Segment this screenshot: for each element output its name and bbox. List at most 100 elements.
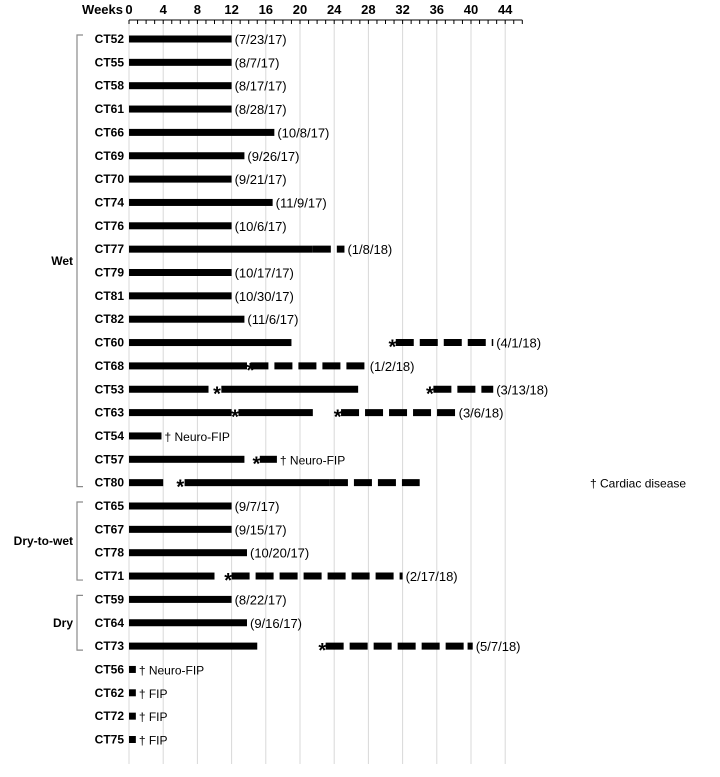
end-date-label: (3/6/18) <box>459 406 504 421</box>
x-axis: Weeks 0 4 8 12 16 20 24 28 32 36 40 44 <box>82 2 523 24</box>
row-ct70: CT70 (9/21/17) <box>95 172 287 187</box>
solid-bar-segment <box>129 689 136 697</box>
end-date-label: (5/7/18) <box>476 639 521 654</box>
asterisk-marker: * <box>252 453 260 475</box>
row-label: CT71 <box>95 569 125 583</box>
solid-bar-segment <box>129 572 215 580</box>
solid-bar-segment <box>129 339 292 347</box>
end-date-label: (9/26/17) <box>247 149 299 164</box>
solid-bar-segment <box>129 105 232 113</box>
outcome-label: † FIP <box>139 710 168 724</box>
row-ct72: CT72 † FIP <box>95 709 168 724</box>
row-label: CT82 <box>95 312 125 326</box>
row-label: CT65 <box>95 499 125 513</box>
x-tick-label-36: 36 <box>430 2 444 17</box>
group-bracket-wet <box>76 34 83 488</box>
asterisk-marker: * <box>247 360 255 382</box>
row-label: CT60 <box>95 336 125 350</box>
solid-bar-segment <box>129 665 136 673</box>
row-ct60: CT60 * (4/1/18) <box>95 336 541 359</box>
row-ct81: CT81 (10/30/17) <box>95 289 294 304</box>
row-label: CT76 <box>95 219 125 233</box>
solid-bar-segment <box>129 222 232 230</box>
group-label-wet: Wet <box>51 254 73 268</box>
asterisk-marker: * <box>388 337 396 359</box>
row-label: CT80 <box>95 476 125 490</box>
outcome-label: † FIP <box>139 734 168 748</box>
row-ct74: CT74 (11/9/17) <box>95 195 327 210</box>
end-date-label: (8/17/17) <box>235 79 287 94</box>
solid-bar-segment <box>129 269 232 276</box>
end-date-label: (10/30/17) <box>235 289 294 304</box>
outcome-label: † Neuro-FIP <box>139 663 204 677</box>
solid-bar-segment <box>129 58 232 66</box>
row-label: CT67 <box>95 522 125 536</box>
row-ct66: CT66 (10/8/17) <box>95 125 330 140</box>
row-label: CT79 <box>95 266 125 280</box>
solid-bar-segment <box>129 736 136 743</box>
row-label: CT68 <box>95 359 125 373</box>
row-label: CT58 <box>95 79 125 93</box>
solid-bar-segment <box>129 549 247 557</box>
row-ct78: CT78 (10/20/17) <box>95 546 310 561</box>
solid-bar-segment <box>129 198 273 206</box>
row-label: CT64 <box>95 616 125 630</box>
solid-bar-segment <box>238 409 313 417</box>
row-label: CT70 <box>95 172 125 186</box>
row-ct71: CT71 * (2/17/18) <box>95 569 458 592</box>
end-date-label: (7/23/17) <box>235 32 287 47</box>
row-ct61: CT61 (8/28/17) <box>95 102 287 117</box>
outcome-label: † Neuro-FIP <box>280 453 345 467</box>
row-ct82: CT82 (11/6/17) <box>95 312 299 327</box>
asterisk-marker: * <box>224 570 232 592</box>
row-label: CT57 <box>95 452 125 466</box>
solid-bar-segment <box>129 315 245 323</box>
end-date-label: (9/15/17) <box>235 522 287 537</box>
end-date-label: (1/8/18) <box>347 242 392 257</box>
row-ct76: CT76 (10/6/17) <box>95 219 287 234</box>
row-label: CT56 <box>95 662 125 676</box>
row-ct55: CT55 (8/7/17) <box>95 55 280 70</box>
asterisk-marker: * <box>426 383 434 405</box>
row-ct73: CT73 * (5/7/18) <box>95 639 521 662</box>
row-ct79: CT79 (10/17/17) <box>95 266 294 281</box>
end-date-label: (10/17/17) <box>235 266 294 281</box>
x-tick-label-24: 24 <box>327 2 342 17</box>
row-ct65: CT65 (9/7/17) <box>95 499 280 514</box>
asterisk-marker: * <box>231 407 239 429</box>
end-date-label: (1/2/18) <box>370 359 415 374</box>
outcome-label: † Neuro-FIP <box>164 430 229 444</box>
end-date-label: (9/7/17) <box>235 499 280 514</box>
solid-bar-segment <box>129 292 232 300</box>
solid-bar-segment <box>129 525 232 533</box>
end-date-label: (8/28/17) <box>235 102 287 117</box>
end-date-label: (8/7/17) <box>235 55 280 70</box>
group-brackets: Wet Dry-to-wet Dry <box>14 34 83 651</box>
outcome-label: † FIP <box>139 687 168 701</box>
row-label: CT59 <box>95 592 125 606</box>
row-ct52: CT52 (7/23/17) <box>95 32 287 47</box>
row-label: CT69 <box>95 149 125 163</box>
row-label: CT62 <box>95 686 125 700</box>
solid-bar-segment <box>129 409 232 417</box>
row-label: CT77 <box>95 242 125 256</box>
x-tick-label-44: 44 <box>498 2 513 17</box>
row-ct67: CT67 (9/15/17) <box>95 522 287 537</box>
x-tick-label-16: 16 <box>259 2 273 17</box>
group-label-dry: Dry <box>53 616 73 630</box>
end-date-label: (4/1/18) <box>496 336 541 351</box>
solid-bar-segment <box>259 455 277 463</box>
row-label: CT63 <box>95 406 125 420</box>
row-ct58: CT58 (8/17/17) <box>95 79 287 94</box>
row-ct80: CT80 * † Cardiac disease <box>95 476 687 499</box>
asterisk-marker: * <box>334 407 342 429</box>
x-tick-label-4: 4 <box>160 2 168 17</box>
end-date-label: (9/16/17) <box>250 616 302 631</box>
solid-bar-segment <box>129 642 258 650</box>
end-date-label: (8/22/17) <box>235 592 287 607</box>
solid-bar-segment <box>129 595 232 603</box>
solid-bar-segment <box>129 82 232 90</box>
end-date-label: (10/8/17) <box>277 125 329 140</box>
solid-bar-segment <box>129 619 247 627</box>
